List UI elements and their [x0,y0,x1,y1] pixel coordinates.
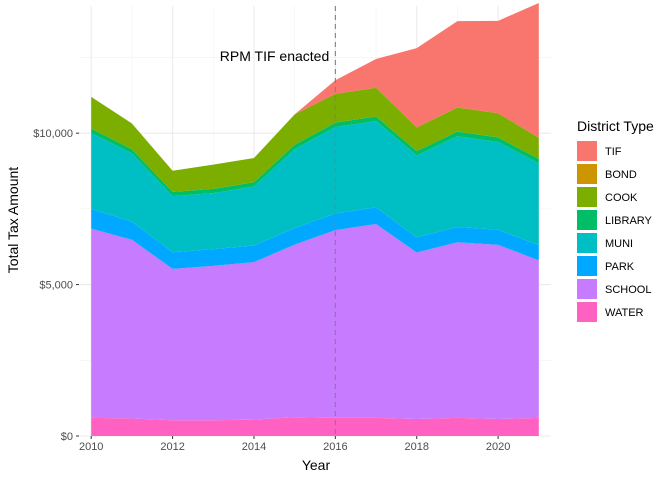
area-muni [91,121,539,253]
x-tick-label: 2014 [242,441,266,453]
legend-swatch-bond [577,164,597,184]
legend-swatch-library [577,210,597,230]
x-tick-label: 2016 [323,441,347,453]
y-tick-label: $0 [61,431,73,443]
legend-label-park: PARK [605,261,635,273]
legend-swatch-water [577,302,597,322]
x-tick-label: 2012 [160,441,184,453]
legend-label-water: WATER [605,307,644,319]
area-cook [91,87,539,192]
area-park [91,207,539,269]
x-axis-title: Year [302,457,331,473]
y-axis-title: Total Tax Amount [5,167,21,273]
y-tick-label: $10,000 [33,128,73,140]
annotation-layer: RPM TIF enacted [220,6,336,436]
y-axis: $0 $5,000 $10,000 [33,128,79,443]
legend-swatch-muni [577,233,597,253]
x-axis: 2010 2012 2014 2016 2018 2020 [79,436,510,453]
area-school [91,224,539,421]
area-water [91,417,539,436]
legend-title: District Type [577,118,654,134]
x-tick-label: 2020 [486,441,510,453]
legend-swatch-school [577,279,597,299]
y-tick-label: $5,000 [39,280,73,292]
x-tick-label: 2018 [404,441,428,453]
area-tif [91,2,539,171]
legend-swatch-park [577,256,597,276]
legend-label-muni: MUNI [605,238,633,250]
legend-label-cook: COOK [605,192,638,204]
legend-label-school: SCHOOL [605,284,651,296]
legend-swatch-cook [577,187,597,207]
legend-label-library: LIBRARY [605,215,653,227]
legend-label-tif: TIF [605,146,622,158]
legend-label-bond: BOND [605,169,637,181]
legend: District Type TIF BOND COOK LIBRARY MUNI PARK… [577,118,654,322]
x-tick-label: 2010 [79,441,103,453]
tif-enacted-annotation: RPM TIF enacted [220,48,329,64]
area-series-layer [91,2,539,436]
legend-swatch-tif [577,141,597,161]
